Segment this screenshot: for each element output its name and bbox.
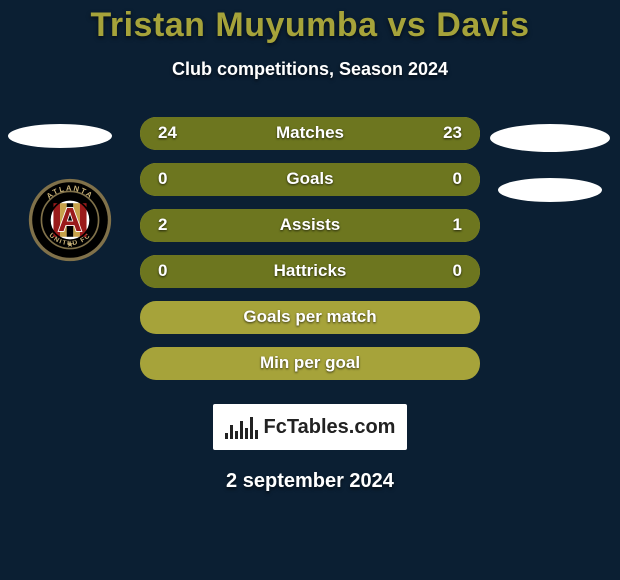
stat-row-hattricks: 0 Hattricks 0 [0,248,620,294]
footer-date: 2 september 2024 [0,470,620,493]
stat-bar: Min per goal [140,347,480,380]
canvas: Tristan Muyumba vs Davis Club competitio… [0,0,620,580]
stat-bar: 2 Assists 1 [140,209,480,242]
bars-icon [225,415,258,439]
stat-label: Matches [276,123,344,143]
stat-value-right: 23 [443,123,462,143]
stat-value-right: 1 [453,215,462,235]
comparison-rows: 24 Matches 23 0 Goals 0 2 Assists 1 0 Hattricks 0 Go… [0,110,620,386]
fctables-logo: FcTables.com [213,404,407,450]
stat-label: Goals per match [243,307,376,327]
stat-bar: Goals per match [140,301,480,334]
page-title: Tristan Muyumba vs Davis [0,0,620,45]
stat-bar: 0 Hattricks 0 [140,255,480,288]
stat-row-goals-per-match: Goals per match [0,294,620,340]
stat-value-right: 0 [453,169,462,189]
stat-label: Goals [286,169,333,189]
stat-label: Min per goal [260,353,360,373]
stat-value-right: 0 [453,261,462,281]
stat-fill-right [368,209,480,242]
stat-bar: 24 Matches 23 [140,117,480,150]
stat-value-left: 0 [158,261,167,281]
stat-row-min-per-goal: Min per goal [0,340,620,386]
stat-value-left: 0 [158,169,167,189]
fctables-logo-text: FcTables.com [264,416,396,439]
stat-row-assists: 2 Assists 1 [0,202,620,248]
subtitle: Club competitions, Season 2024 [0,59,620,80]
stat-row-matches: 24 Matches 23 [0,110,620,156]
stat-label: Hattricks [274,261,347,281]
stat-value-left: 24 [158,123,177,143]
stat-label: Assists [280,215,340,235]
stat-row-goals: 0 Goals 0 [0,156,620,202]
stat-bar: 0 Goals 0 [140,163,480,196]
stat-value-left: 2 [158,215,167,235]
